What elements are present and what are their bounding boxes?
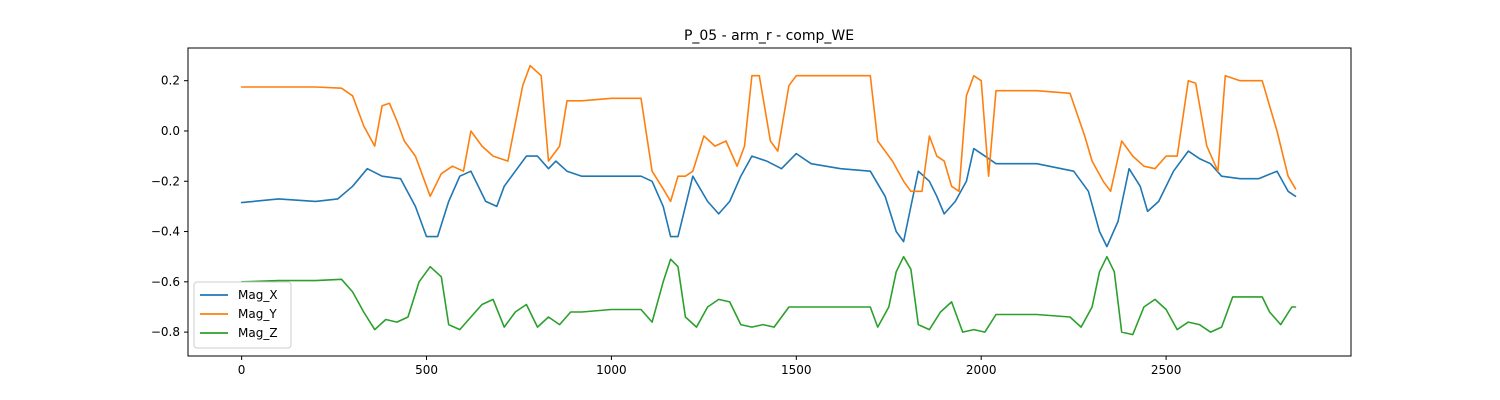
x-tick-label: 2500	[1151, 363, 1182, 377]
x-axis: 0 500 1000 1500 2000 2500	[238, 356, 1182, 377]
x-tick-label: 0	[238, 363, 246, 377]
series-line-mag-y	[240, 64, 1297, 203]
y-axis: 0.2 0.0 −0.2 −0.4 −0.6 −0.8	[151, 74, 188, 339]
legend-label: Mag_X	[238, 288, 278, 302]
legend-label: Mag_Z	[238, 326, 278, 340]
y-tick-label: −0.6	[151, 275, 180, 289]
x-tick-label: 1000	[596, 363, 627, 377]
series-layer	[240, 64, 1297, 336]
y-tick-label: −0.8	[151, 325, 180, 339]
legend: Mag_X Mag_Y Mag_Z	[193, 281, 292, 349]
x-tick-label: 2000	[966, 363, 997, 377]
legend-label: Mag_Y	[238, 307, 277, 321]
y-tick-label: 0.2	[161, 74, 180, 88]
series-line-mag-z	[240, 255, 1297, 336]
legend-box	[193, 281, 292, 349]
plot-frame	[187, 47, 1352, 357]
x-tick-label: 500	[415, 363, 438, 377]
series-line-mag-x	[240, 147, 1297, 248]
chart-title: P_05 - arm_r - comp_WE	[684, 28, 854, 44]
y-tick-label: −0.2	[151, 174, 180, 188]
y-tick-label: 0.0	[161, 124, 180, 138]
x-tick-label: 1500	[781, 363, 812, 377]
y-tick-label: −0.4	[151, 225, 180, 239]
